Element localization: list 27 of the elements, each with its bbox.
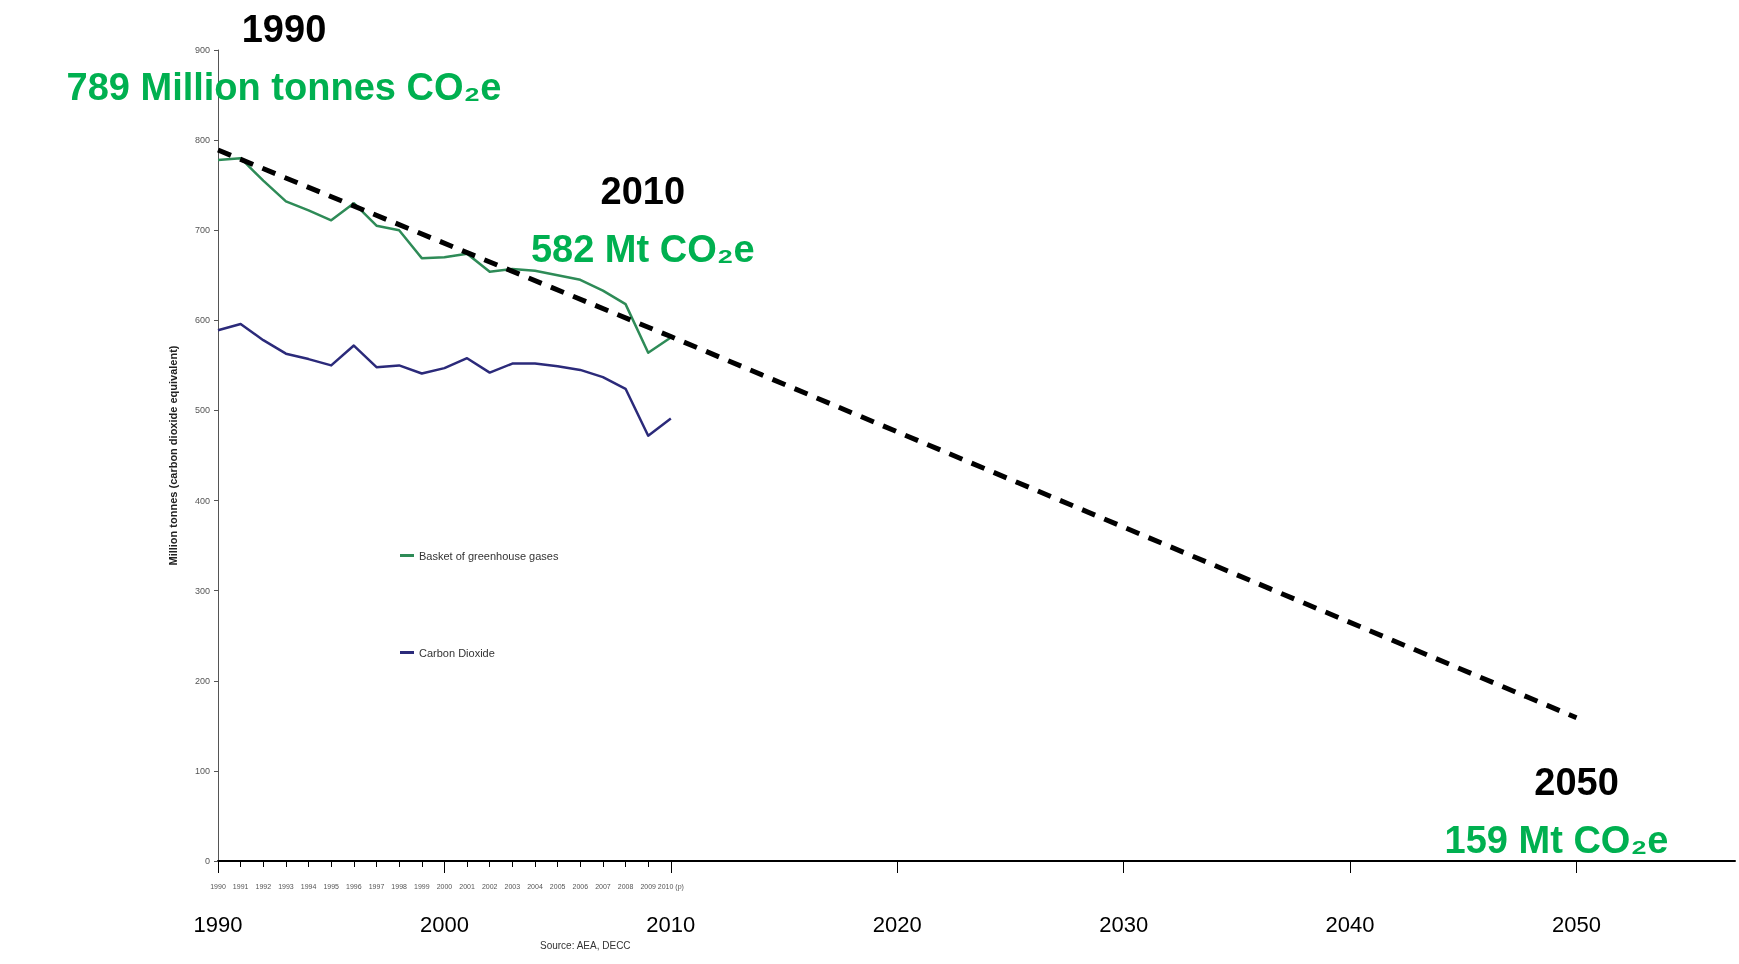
annotation: 582 Mt CO₂e xyxy=(530,227,755,270)
y-tick-label: 0 xyxy=(204,856,210,866)
y-tick-label: 600 xyxy=(194,315,210,326)
x2-tick-label: 2050 xyxy=(1552,911,1601,937)
y-tick-label: 100 xyxy=(194,765,210,776)
y-tick-label: 700 xyxy=(194,225,210,236)
legend-label: Carbon Dioxide xyxy=(419,646,495,659)
x2-tick-label: 2000 xyxy=(419,911,469,937)
y-tick-label: 200 xyxy=(194,675,210,686)
x2-tick-label: 1990 xyxy=(193,911,243,937)
annotation: 2010 xyxy=(600,169,686,212)
y-tick-label: 800 xyxy=(194,135,210,146)
y-tick-label: 500 xyxy=(194,405,210,416)
line-series xyxy=(216,322,673,437)
y-axis-title: Million tonnes (carbon dioxide equivalent) xyxy=(166,345,179,566)
x2-tick-label: 2010 xyxy=(646,911,696,937)
annotation: 2050 xyxy=(1534,760,1619,803)
y-tick-label: 900 xyxy=(194,45,210,55)
x2-tick-label: 2020 xyxy=(872,911,922,937)
y-tick-label: 300 xyxy=(194,585,210,596)
y-tick-label: 400 xyxy=(194,495,210,506)
annotation: 159 Mt CO₂e xyxy=(1444,818,1669,861)
source-note: Source: AEA, DECC xyxy=(540,939,631,951)
text: 1990 xyxy=(241,8,327,51)
x2-tick-label: 2040 xyxy=(1325,911,1375,937)
x2-tick-label: 2030 xyxy=(1099,911,1149,937)
legend-label: Basket of greenhouse gases xyxy=(419,549,559,562)
